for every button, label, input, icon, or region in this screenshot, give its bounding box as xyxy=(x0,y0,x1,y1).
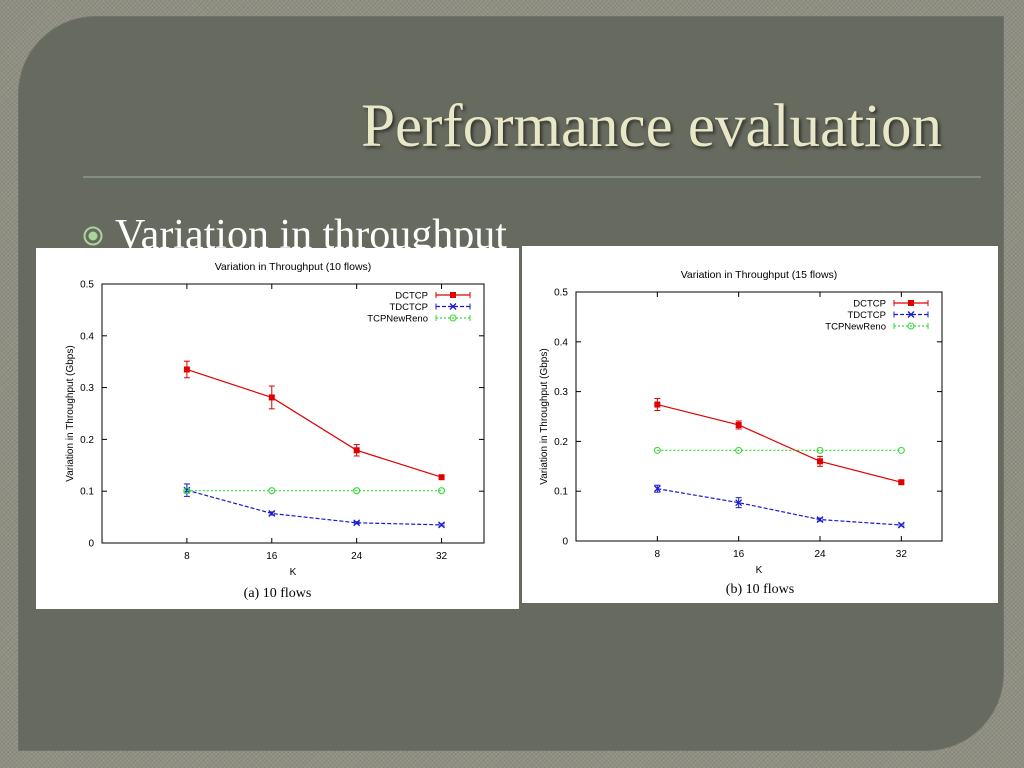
data-point-dctcp xyxy=(898,479,905,486)
x-axis-label: K xyxy=(290,567,297,578)
y-tick-label: 0.1 xyxy=(554,487,568,498)
series-line-tdctcp xyxy=(186,489,442,526)
chart-b: Variation in Throughput (15 flows) 0 0.1 0.… xyxy=(539,269,943,574)
legend-marker xyxy=(907,322,915,330)
data-point-dctcp xyxy=(817,458,823,465)
data-point-dctcp xyxy=(353,447,360,454)
data-point-dctcp xyxy=(183,366,190,373)
series-line-dctcp xyxy=(657,403,902,483)
data-point-dctcp xyxy=(735,421,742,428)
y-tick-label: 0.5 xyxy=(80,280,94,291)
x-tick-label: 16 xyxy=(266,551,278,562)
plot-frame xyxy=(575,291,943,542)
data-point-tcpnewreno xyxy=(816,446,824,454)
legend-label: TDCTCP xyxy=(847,310,886,321)
data-point-tdctcp xyxy=(438,521,446,529)
legend-marker xyxy=(908,300,914,306)
data-point-tdctcp xyxy=(353,519,361,527)
data-point-tdctcp xyxy=(268,510,276,517)
data-point-tcpnewreno xyxy=(353,487,361,495)
title-divider xyxy=(83,176,981,178)
y-tick-label: 0.4 xyxy=(554,337,568,348)
y-tick-label: 0.4 xyxy=(80,331,94,342)
y-axis-label: Variation in Throughput (Gbps) xyxy=(539,348,550,484)
data-point-dctcp xyxy=(268,394,275,401)
data-point-tcpnewreno xyxy=(897,446,905,454)
plot-frame xyxy=(101,283,485,544)
legend-label: TCPNewReno xyxy=(825,322,886,333)
series-line-dctcp xyxy=(186,368,442,478)
y-tick-label: 0.2 xyxy=(554,437,568,448)
data-point-dctcp xyxy=(654,401,661,408)
legend-marker xyxy=(907,311,915,318)
y-tick-label: 0.2 xyxy=(80,435,94,446)
data-point-tdctcp xyxy=(735,499,743,507)
chart-caption-b: (b) 10 flows xyxy=(725,582,795,597)
data-point-dctcp xyxy=(438,474,445,481)
data-point-tcpnewreno xyxy=(268,487,276,495)
data-point-tcpnewreno xyxy=(735,446,743,454)
chart-panel-b: Variation in Throughput (15 flows) 0 0.1 0.… xyxy=(522,246,998,603)
x-tick-label: 24 xyxy=(814,549,826,560)
data-point-tcpnewreno xyxy=(438,487,446,495)
plot-title: Variation in Throughput (15 flows) xyxy=(681,269,838,281)
legend-marker xyxy=(449,303,457,310)
data-point-tdctcp xyxy=(897,521,905,529)
y-tick-label: 0.3 xyxy=(554,387,568,398)
legend-marker xyxy=(449,314,457,322)
legend-label: TCPNewReno xyxy=(367,314,428,325)
chart-panel-a: Variation in Throughput (10 flows) 0 0.1 0.… xyxy=(36,248,519,609)
legend-marker xyxy=(450,292,456,298)
x-axis-label: K xyxy=(756,565,763,574)
data-point-tcpnewreno xyxy=(183,487,191,495)
chart-a: Variation in Throughput (10 flows) 0 0.1 0.… xyxy=(65,261,485,578)
legend-label: DCTCP xyxy=(853,299,886,310)
y-tick-label: 0 xyxy=(88,539,94,550)
slide-title: Performance evaluation xyxy=(361,93,942,160)
data-point-tdctcp xyxy=(816,516,824,524)
x-tick-label: 24 xyxy=(351,551,363,562)
y-axis-label: Variation in Throughput (Gbps) xyxy=(65,345,76,481)
y-tick-label: 0.5 xyxy=(554,288,568,299)
plot-title: Variation in Throughput (10 flows) xyxy=(215,261,372,273)
circle-bullet-icon xyxy=(83,226,103,246)
y-tick-label: 0.3 xyxy=(80,383,94,394)
data-point-tcpnewreno xyxy=(653,446,661,454)
x-tick-label: 32 xyxy=(436,551,448,562)
x-tick-label: 8 xyxy=(184,551,190,562)
legend-label: TDCTCP xyxy=(389,302,428,313)
x-tick-label: 16 xyxy=(733,549,745,560)
chart-caption-a: (a) 10 flows xyxy=(243,586,312,601)
y-tick-label: 0 xyxy=(562,537,568,548)
y-tick-label: 0.1 xyxy=(80,487,94,498)
legend-label: DCTCP xyxy=(395,291,428,302)
data-point-tdctcp xyxy=(653,485,661,493)
series-line-tdctcp xyxy=(657,488,902,526)
x-tick-label: 8 xyxy=(655,549,661,560)
x-tick-label: 32 xyxy=(896,549,908,560)
